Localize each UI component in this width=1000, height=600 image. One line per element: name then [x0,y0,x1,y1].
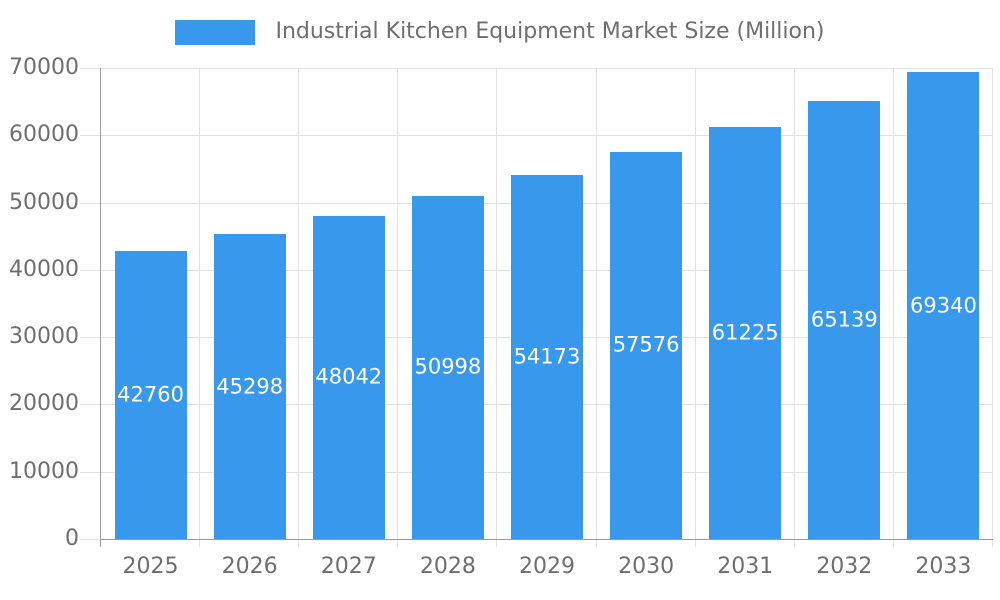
bar-slot: 69340 [894,68,993,539]
y-tick-label: 70000 [9,55,79,80]
bar-2026[interactable]: 45298 [213,234,286,539]
bar-value-label: 69340 [910,293,977,318]
bar-value-label: 54173 [513,344,581,369]
y-tick-label: 30000 [9,324,79,350]
bar-value-label: 65139 [810,307,878,332]
bars-container: 42760 45298 48042 50998 54173 57576 61225 65139… [101,68,993,539]
x-tick-label: 2026 [221,554,278,579]
bar-slot: 42760 [101,68,200,539]
bar-slot: 65139 [795,68,894,539]
plot-area: 42760 45298 48042 50998 54173 57576 61225 65139… [80,68,993,547]
v-gridline [199,68,201,547]
y-tick-label: 10000 [9,458,79,484]
v-gridline [397,68,399,547]
x-tick-label: 2029 [518,554,575,579]
bar-slot: 48042 [299,68,398,539]
bar-2033[interactable]: 69340 [907,72,980,539]
y-tick-label: 40000 [9,256,79,282]
bar-value-label: 45298 [216,374,284,399]
chart-legend[interactable]: Industrial Kitchen Equipment Market Size… [0,19,1000,45]
h-gridline [80,135,993,137]
x-tick-label: 2032 [816,554,873,579]
v-gridline [694,68,696,547]
bar-slot: 54173 [497,68,596,539]
v-gridline [793,68,795,547]
x-tick-label: 2033 [915,554,972,579]
legend-swatch [175,19,256,45]
x-tick-label: 2030 [618,554,675,579]
bar-2029[interactable]: 54173 [510,174,583,539]
y-tick-label: 60000 [9,122,79,148]
bar-value-label: 57576 [612,332,680,357]
v-gridline [892,68,894,547]
x-axis-line [101,539,993,540]
bar-slot: 50998 [398,68,497,539]
y-axis-line [100,68,101,547]
x-axis-tick-labels: 2025 2026 2027 2028 2029 2030 2031 2032 2033 [101,553,993,581]
bar-value-label: 61225 [711,320,779,345]
bar-2030[interactable]: 57576 [610,151,683,539]
v-gridline [992,68,993,547]
y-axis-tick-labels: 0 10000 20000 30000 40000 50000 60000 70000 [0,57,79,550]
bar-slot: 45298 [200,68,299,539]
x-tick-label: 2028 [419,554,476,579]
bar-value-label: 48042 [315,364,383,389]
y-tick-label: 0 [65,526,79,551]
bar-2032[interactable]: 65139 [808,100,881,539]
y-tick-label: 50000 [9,189,79,215]
bar-2028[interactable]: 50998 [411,195,484,539]
bar-2031[interactable]: 61225 [709,127,782,539]
x-tick-label: 2031 [717,554,774,579]
h-gridline [80,68,993,69]
bar-slot: 61225 [696,68,795,539]
y-axis-tick [80,539,101,540]
bar-value-label: 50998 [414,354,482,379]
x-tick-label: 2027 [320,554,377,579]
v-gridline [496,68,498,547]
x-tick-label: 2025 [122,554,179,579]
y-tick-label: 20000 [9,391,79,417]
bar-2027[interactable]: 48042 [312,215,385,539]
v-gridline [595,68,597,547]
legend-label: Industrial Kitchen Equipment Market Size… [275,19,825,44]
bar-value-label: 42760 [117,382,184,407]
v-gridline [298,68,300,547]
bar-slot: 57576 [597,68,696,539]
bar-2025[interactable]: 42760 [114,251,187,539]
